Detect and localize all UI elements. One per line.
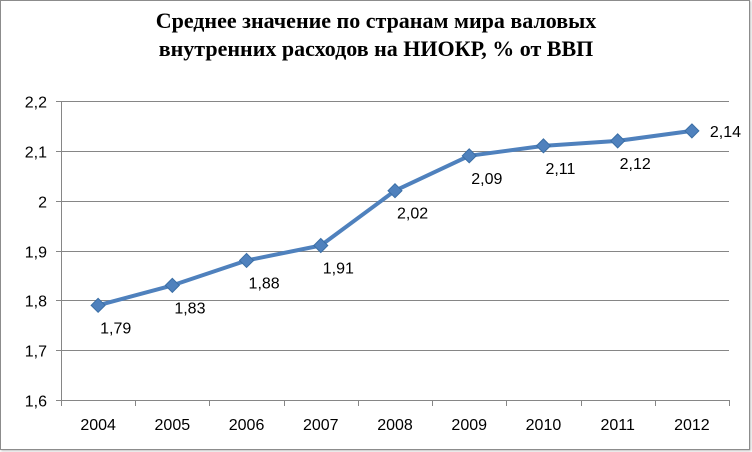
- x-tick-label: 2008: [377, 417, 413, 434]
- y-tick-label: 1,6: [25, 394, 47, 411]
- data-label: 1,88: [249, 275, 280, 292]
- data-point-marker: [313, 237, 329, 254]
- x-tick-label: 2006: [229, 417, 265, 434]
- data-label: 2,02: [397, 206, 428, 223]
- series-line: [96, 128, 694, 308]
- data-label: 2,11: [545, 161, 575, 178]
- y-tick-label: 1,9: [25, 245, 47, 262]
- data-point-marker: [535, 138, 552, 154]
- x-tick-label: 2011: [600, 417, 635, 434]
- data-label: 2,14: [710, 124, 741, 141]
- y-tick-label: 2,1: [25, 145, 47, 162]
- x-tick-label: 2012: [674, 417, 710, 434]
- x-tick-label: 2010: [526, 417, 562, 434]
- chart-title-line-2: внутренних расходов на НИОКР, % от ВВП: [158, 36, 594, 61]
- y-tick-label: 2,2: [25, 95, 47, 112]
- data-point-marker: [90, 297, 106, 314]
- data-point-marker: [164, 277, 181, 294]
- data-label: 1,79: [100, 320, 131, 337]
- data-label: 2,12: [620, 156, 651, 173]
- x-tick-label: 2005: [155, 417, 191, 434]
- data-label: 1,91: [323, 261, 354, 278]
- chart-title-line-1: Среднее значение по странам мира валовых: [155, 8, 597, 33]
- data-point-marker: [238, 252, 255, 269]
- y-tick-label: 1,8: [25, 294, 47, 311]
- chart-title: Среднее значение по странам мира валовых…: [1, 7, 751, 63]
- y-tick-label: 2: [38, 195, 47, 212]
- data-label: 1,83: [174, 300, 205, 317]
- data-point-marker: [684, 123, 700, 139]
- y-tick-label: 1,7: [25, 344, 47, 361]
- data-point-marker: [609, 133, 626, 149]
- x-tick-label: 2004: [80, 417, 116, 434]
- data-point-marker: [387, 182, 403, 199]
- x-tick-label: 2009: [451, 417, 487, 434]
- data-point-marker: [461, 148, 477, 164]
- x-tick-label: 2007: [303, 417, 339, 434]
- data-label: 2,09: [471, 171, 502, 188]
